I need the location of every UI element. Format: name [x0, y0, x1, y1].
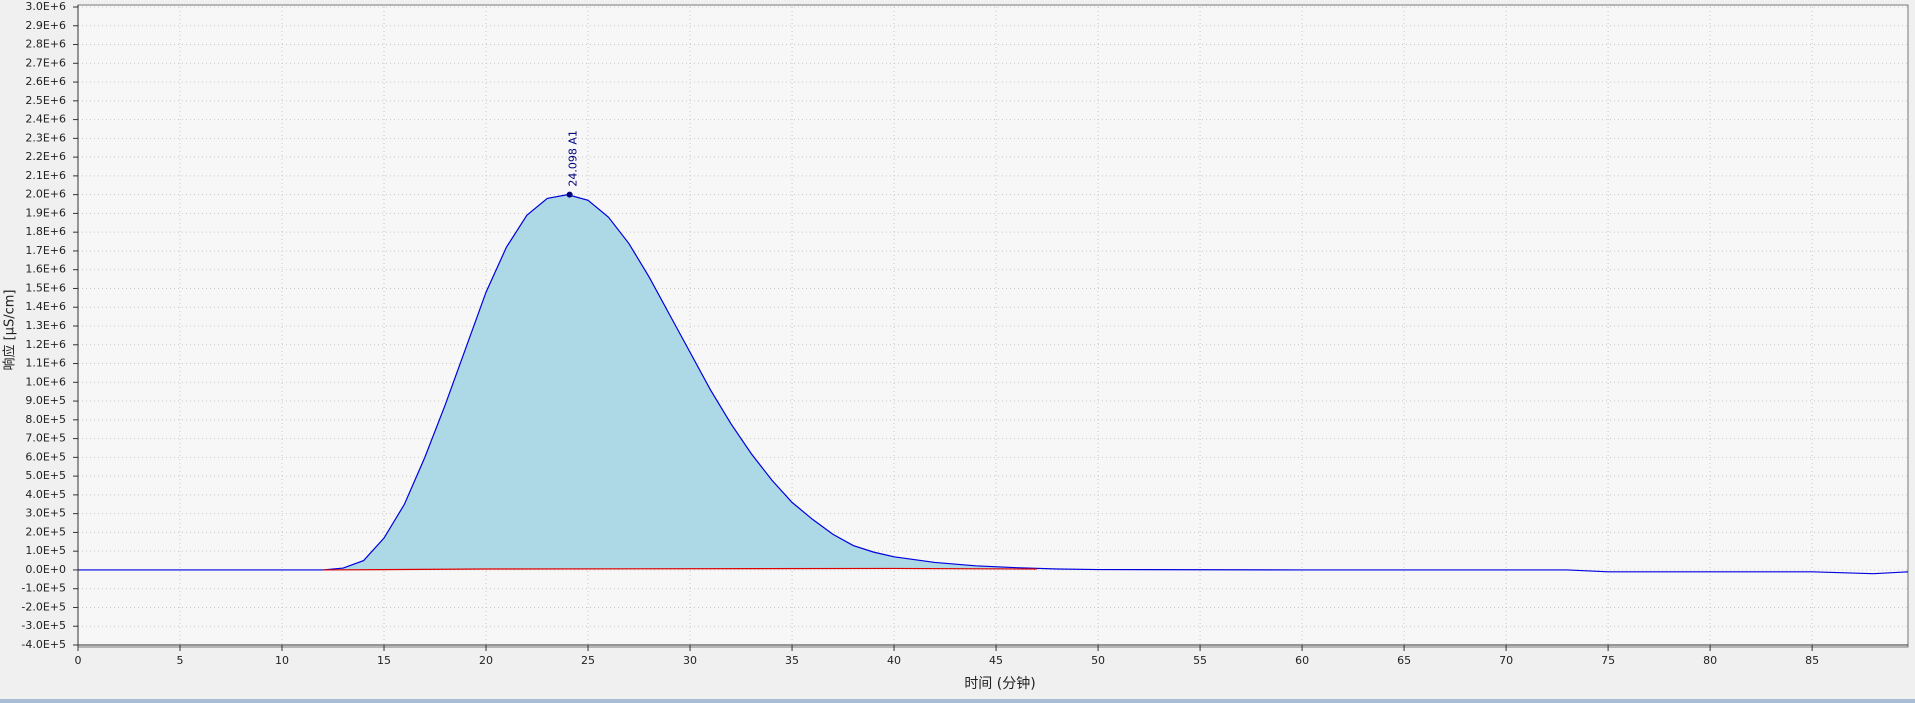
y-tick-label: 7.0E+5 — [25, 432, 66, 445]
x-tick-label: 40 — [887, 654, 901, 667]
y-tick-label: 2.7E+6 — [25, 56, 66, 69]
x-tick-label: 50 — [1091, 654, 1105, 667]
y-tick-label: 6.0E+5 — [25, 450, 66, 463]
x-tick-label: 10 — [275, 654, 289, 667]
window-edge — [0, 699, 1915, 703]
x-tick-label: 30 — [683, 654, 697, 667]
y-tick-label: 1.4E+6 — [25, 300, 66, 313]
y-tick-label: 2.6E+6 — [25, 75, 66, 88]
y-tick-label: 2.5E+6 — [25, 94, 66, 107]
y-tick-label: 1.8E+6 — [25, 225, 66, 238]
y-tick-label: 1.0E+5 — [25, 544, 66, 557]
y-tick-label: 2.0E+5 — [25, 525, 66, 538]
x-tick-label: 15 — [377, 654, 391, 667]
y-tick-label: 8.0E+5 — [25, 413, 66, 426]
y-tick-label: 1.0E+6 — [25, 375, 66, 388]
y-tick-label: 2.0E+6 — [25, 188, 66, 201]
x-tick-label: 35 — [785, 654, 799, 667]
y-tick-label: 9.0E+5 — [25, 394, 66, 407]
y-tick-label: 1.7E+6 — [25, 244, 66, 257]
x-tick-label: 5 — [177, 654, 184, 667]
x-tick-label: 60 — [1295, 654, 1309, 667]
y-tick-label: 2.3E+6 — [25, 131, 66, 144]
y-tick-label: -2.0E+5 — [21, 600, 66, 613]
y-tick-label: 2.2E+6 — [25, 150, 66, 163]
y-tick-label: 2.8E+6 — [25, 38, 66, 51]
y-axis-title: 响应 [µS/cm] — [2, 290, 18, 371]
x-tick-label: 20 — [479, 654, 493, 667]
y-tick-label: 1.6E+6 — [25, 263, 66, 276]
x-tick-label: 45 — [989, 654, 1003, 667]
x-tick-label: 70 — [1499, 654, 1513, 667]
y-tick-label: 1.3E+6 — [25, 319, 66, 332]
peak-marker — [566, 191, 573, 198]
y-tick-label: 0.0E+0 — [25, 563, 66, 576]
series-line — [322, 567, 1037, 571]
y-tick-label: 4.0E+5 — [25, 488, 66, 501]
x-tick-label: 0 — [75, 654, 82, 667]
x-tick-label: 25 — [581, 654, 595, 667]
y-tick-label: 5.0E+5 — [25, 469, 66, 482]
y-tick-label: -3.0E+5 — [21, 619, 66, 632]
y-tick-label: 1.5E+6 — [25, 281, 66, 294]
y-tick-label: 3.0E+5 — [25, 507, 66, 520]
y-tick-label: 1.2E+6 — [25, 338, 66, 351]
y-tick-label: 1.1E+6 — [25, 357, 66, 370]
plot-area — [77, 4, 1909, 648]
y-tick-label: 3.0E+6 — [25, 0, 66, 13]
x-axis-title: 时间 (分钟) — [964, 675, 1035, 692]
y-tick-label: -1.0E+5 — [21, 582, 66, 595]
x-tick-label: 65 — [1397, 654, 1411, 667]
x-tick-label: 75 — [1601, 654, 1615, 667]
peak-area — [322, 194, 1037, 570]
y-tick-label: 1.9E+6 — [25, 206, 66, 219]
x-tick-label: 80 — [1703, 654, 1717, 667]
peak-annotation: 24.098 A1 — [567, 130, 580, 187]
y-tick-label: -4.0E+5 — [21, 638, 66, 651]
x-tick-label: 85 — [1805, 654, 1819, 667]
x-tick-label: 55 — [1193, 654, 1207, 667]
y-tick-label: 2.9E+6 — [25, 19, 66, 32]
y-tick-label: 2.4E+6 — [25, 113, 66, 126]
y-tick-label: 2.1E+6 — [25, 169, 66, 182]
series-line — [78, 194, 1909, 575]
